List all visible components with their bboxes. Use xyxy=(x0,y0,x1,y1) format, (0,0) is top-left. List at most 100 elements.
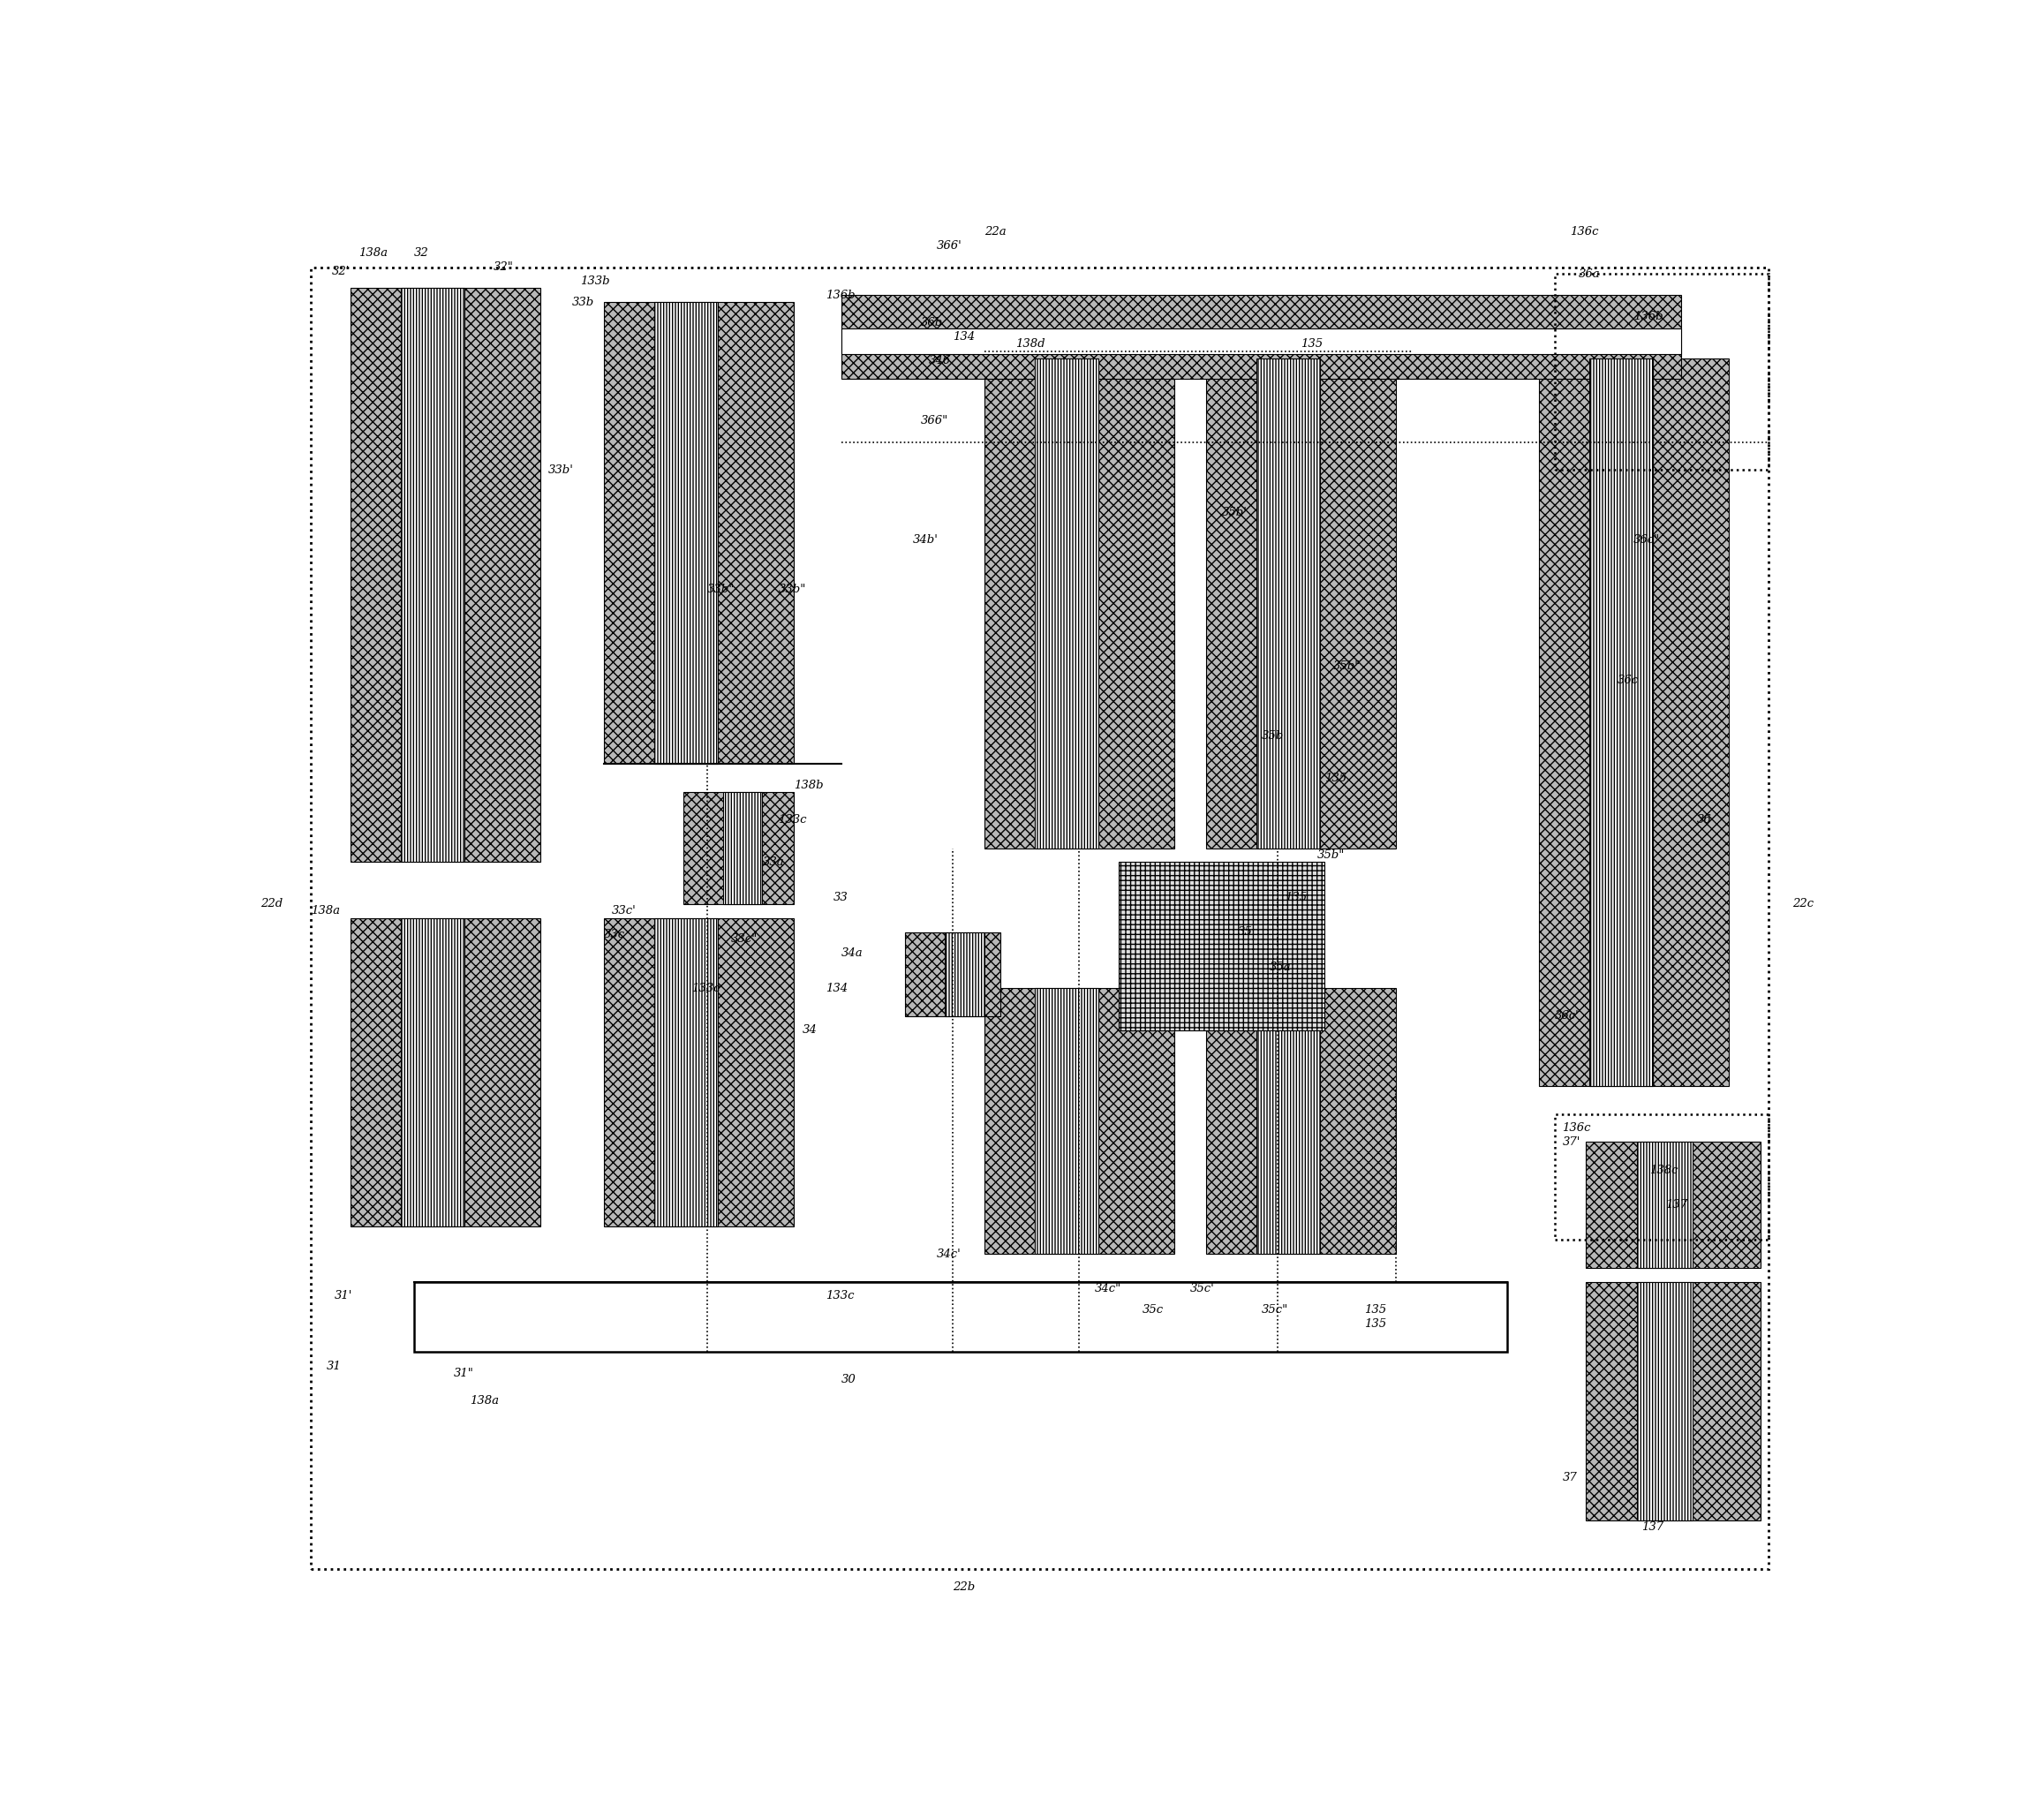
Bar xyxy=(654,918,717,1225)
Text: 22a: 22a xyxy=(985,227,1006,238)
Text: 366': 366' xyxy=(936,240,963,253)
Text: 22b: 22b xyxy=(953,1582,975,1593)
Text: 34c": 34c" xyxy=(1096,1284,1122,1294)
Text: 36c: 36c xyxy=(1619,674,1639,685)
Bar xyxy=(1637,1142,1692,1269)
Text: 138d: 138d xyxy=(1016,338,1047,349)
Bar xyxy=(1555,1114,1768,1240)
Bar xyxy=(1034,989,1098,1254)
Text: 35b": 35b" xyxy=(1316,849,1345,862)
Text: 138a: 138a xyxy=(311,905,339,916)
Text: 36c": 36c" xyxy=(1633,534,1660,545)
Text: 22c: 22c xyxy=(1793,898,1813,909)
Bar xyxy=(842,295,1680,380)
Text: 138a: 138a xyxy=(358,247,388,258)
Bar xyxy=(1257,989,1320,1254)
Bar xyxy=(1034,358,1098,847)
Text: 30: 30 xyxy=(842,1374,856,1385)
Text: 36c': 36c' xyxy=(1555,1011,1578,1022)
Text: 35c: 35c xyxy=(1143,1304,1163,1316)
Text: 134: 134 xyxy=(826,982,848,994)
Bar xyxy=(985,358,1175,847)
Text: 35b": 35b" xyxy=(1333,660,1361,673)
Text: 137: 137 xyxy=(1641,1522,1664,1533)
Text: 35b: 35b xyxy=(1261,731,1284,742)
Text: 33b": 33b" xyxy=(707,584,734,594)
Text: 37': 37' xyxy=(1562,1136,1580,1147)
Bar xyxy=(605,918,793,1225)
Bar xyxy=(724,793,762,904)
Bar xyxy=(352,918,542,1225)
Bar xyxy=(413,1282,1506,1353)
Bar xyxy=(401,918,464,1225)
Text: 36a: 36a xyxy=(1578,269,1600,280)
Text: 35c": 35c" xyxy=(1261,1304,1288,1316)
Text: 33b': 33b' xyxy=(548,464,574,476)
Text: 36b: 36b xyxy=(920,318,942,329)
Bar xyxy=(944,933,985,1016)
Text: 137: 137 xyxy=(1666,1200,1688,1211)
Text: 133b: 133b xyxy=(580,275,609,287)
Text: 135: 135 xyxy=(1365,1318,1386,1329)
Text: 366": 366" xyxy=(920,415,948,427)
Bar xyxy=(905,933,1000,1016)
Text: 31": 31" xyxy=(454,1367,474,1378)
Text: 33c': 33c' xyxy=(611,905,636,916)
Bar xyxy=(842,329,1680,355)
Text: 33b": 33b" xyxy=(779,584,805,594)
Text: 135: 135 xyxy=(1300,338,1322,349)
Text: 136b: 136b xyxy=(826,289,856,302)
Text: 133c: 133c xyxy=(691,982,719,994)
Text: 34c': 34c' xyxy=(936,1249,961,1260)
Text: 133c: 133c xyxy=(826,1291,854,1302)
Bar xyxy=(1586,1282,1760,1520)
Text: 32': 32' xyxy=(331,265,350,276)
Text: 135: 135 xyxy=(1365,1304,1386,1316)
Text: 136c: 136c xyxy=(1562,1122,1590,1134)
Text: 31: 31 xyxy=(327,1360,341,1373)
Text: 33a: 33a xyxy=(762,856,785,867)
Bar xyxy=(1539,358,1729,1085)
Bar xyxy=(654,302,717,764)
Text: 22d: 22d xyxy=(260,898,282,909)
Text: 134: 134 xyxy=(953,331,975,344)
Bar xyxy=(1586,1142,1760,1269)
Bar xyxy=(401,287,464,862)
Bar xyxy=(605,302,793,764)
Text: 35: 35 xyxy=(1239,927,1253,938)
Bar xyxy=(352,287,542,862)
Text: 35b': 35b' xyxy=(1222,507,1247,518)
Text: 33: 33 xyxy=(834,891,848,904)
Text: 34: 34 xyxy=(801,1024,818,1036)
Text: 346: 346 xyxy=(928,355,950,367)
Text: 33b: 33b xyxy=(572,296,595,307)
Bar xyxy=(1206,358,1396,847)
Text: 136b: 136b xyxy=(1633,311,1664,322)
Bar xyxy=(1555,275,1768,471)
Text: 36: 36 xyxy=(1697,814,1711,825)
Text: 138b: 138b xyxy=(793,780,824,791)
Text: 135: 135 xyxy=(1325,773,1347,784)
Text: 136c: 136c xyxy=(1570,227,1598,238)
Bar xyxy=(985,989,1175,1254)
Text: 33c: 33c xyxy=(605,929,625,940)
Text: 35a: 35a xyxy=(1269,962,1292,973)
Text: 31': 31' xyxy=(335,1291,354,1302)
Text: 33c": 33c" xyxy=(732,933,758,945)
Text: 138c: 138c xyxy=(1650,1164,1678,1176)
Bar xyxy=(1118,862,1325,1031)
Text: 34b': 34b' xyxy=(914,534,938,545)
Bar xyxy=(1590,358,1654,1085)
Text: 32": 32" xyxy=(493,262,513,273)
Text: 133c: 133c xyxy=(779,814,807,825)
Bar xyxy=(1206,989,1396,1254)
Bar xyxy=(683,793,793,904)
Bar xyxy=(1257,358,1320,847)
Bar xyxy=(1637,1282,1692,1520)
Text: 37: 37 xyxy=(1562,1473,1578,1483)
Text: 138a: 138a xyxy=(470,1394,499,1407)
Text: 32: 32 xyxy=(413,247,429,258)
Text: 34a: 34a xyxy=(842,947,863,958)
Text: 135: 135 xyxy=(1286,891,1308,904)
Text: 35c': 35c' xyxy=(1190,1284,1214,1294)
